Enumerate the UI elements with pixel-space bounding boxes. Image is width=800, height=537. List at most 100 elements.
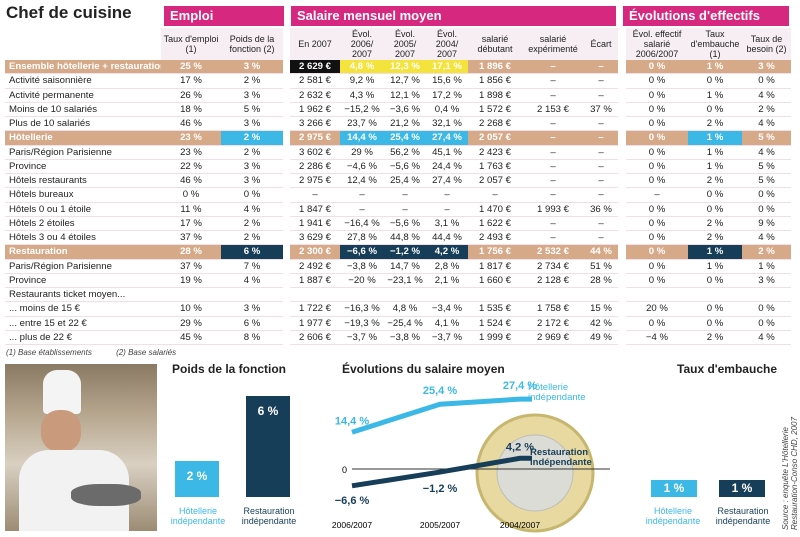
- table-row: Paris/Région Parisienne 37 % 7 % 2 492 € −3,…: [5, 259, 791, 274]
- pan-shape: [71, 484, 141, 506]
- table-cell: 0 %: [742, 73, 791, 89]
- table-cell: 0 %: [626, 216, 688, 232]
- table-cell: −5,6 %: [384, 216, 426, 232]
- table-row: Plus de 10 salariés 46 % 3 % 3 266 €23,7 % 2…: [5, 116, 791, 132]
- table-cell: 1 887 €: [290, 273, 340, 289]
- table-cell: 2 975 €: [290, 173, 340, 189]
- poids-title: Poids de la fonction: [172, 362, 287, 376]
- table-cell: 1 %: [688, 259, 742, 274]
- table-cell: 2 %: [688, 216, 742, 232]
- row-label: Moins de 10 salariés: [5, 102, 161, 118]
- table-cell: 17 %: [161, 216, 221, 232]
- table-cell: −25,4 %: [384, 316, 426, 331]
- data-table: Taux d'emploi (1) Poids de la fonction (2…: [5, 28, 791, 346]
- table-cell: 2 %: [221, 73, 283, 89]
- table-cell: 17,2 %: [426, 88, 468, 103]
- table-cell: −6,6 %: [340, 244, 384, 260]
- row-label: Hôtellerie: [5, 130, 161, 146]
- chef-face-shape: [41, 410, 81, 452]
- table-cell: 5 %: [742, 159, 791, 175]
- table-cell: –: [584, 187, 618, 203]
- row-label: Activité saisonnière: [5, 73, 161, 89]
- table-cell: 1 622 €: [468, 216, 522, 232]
- table-cell: 4 %: [742, 88, 791, 103]
- column-gap: [283, 60, 290, 74]
- table-cell: 0 %: [161, 187, 221, 203]
- salaire-chart-title: Évolutions du salaire moyen: [342, 362, 505, 376]
- column-gap: [283, 330, 290, 345]
- table-cell: [584, 287, 618, 303]
- table-cell: 2 493 €: [468, 230, 522, 246]
- table-cell: –: [584, 159, 618, 175]
- column-gap: [283, 216, 290, 231]
- table-cell: −15,2 %: [340, 102, 384, 118]
- table-cell: 17 %: [161, 73, 221, 89]
- column-gap: [283, 316, 290, 331]
- hotel-value-2004: 27,4 %: [503, 380, 537, 392]
- table-cell: −23,1 %: [384, 273, 426, 289]
- table-cell: 9 %: [742, 216, 791, 232]
- column-gap: [618, 273, 626, 288]
- table-cell: 3 %: [742, 273, 791, 289]
- column-gap: [618, 230, 626, 245]
- column-gap: [283, 116, 290, 131]
- column-gap: [618, 116, 626, 131]
- table-cell: 5 %: [221, 102, 283, 118]
- section-row: Restauration 28 % 6 % 2 300 € −6,6 % −1,2 % 4,…: [5, 244, 791, 260]
- column-header: salarié expérimenté: [522, 28, 584, 60]
- table-cell: –: [340, 202, 384, 217]
- column-gap: [618, 244, 626, 259]
- table-cell: 3 266 €: [290, 116, 340, 132]
- table-cell: 12,7 %: [384, 73, 426, 89]
- column-gap: [618, 28, 626, 60]
- row-label: Hôtels 3 ou 4 étoiles: [5, 230, 161, 246]
- column-gap: [283, 273, 290, 288]
- table-cell: [161, 287, 221, 303]
- x-label-2006: 2006/2007: [332, 520, 372, 530]
- column-gap: [283, 173, 290, 188]
- table-cell: 0 %: [688, 301, 742, 317]
- table-cell: 36 %: [584, 202, 618, 217]
- table-cell: 29 %: [161, 316, 221, 331]
- table-cell: 3 %: [221, 60, 283, 75]
- table-cell: 20 %: [626, 301, 688, 317]
- table-cell: 4 %: [221, 202, 283, 217]
- table-row: Hôtels 2 étoiles 17 % 2 % 1 941 € −16,4 % −5,…: [5, 216, 791, 232]
- table-cell: 2 492 €: [290, 259, 340, 274]
- table-cell: 4 %: [742, 230, 791, 246]
- table-cell: 0 %: [688, 102, 742, 118]
- column-header: salarié débutant: [468, 28, 522, 60]
- embauche-label-restauration: Restauration indépendante: [715, 506, 771, 526]
- table-cell: 0 %: [626, 244, 688, 260]
- table-cell: –: [584, 145, 618, 160]
- table-cell: 17,1 %: [426, 60, 468, 75]
- column-header: Taux d'embauche (1): [688, 28, 742, 60]
- table-cell: 29 %: [340, 145, 384, 160]
- column-gap: [618, 88, 626, 103]
- table-cell: 51 %: [584, 259, 618, 274]
- embauche-title: Taux d'embauche: [677, 362, 777, 376]
- table-cell: 1 %: [688, 244, 742, 260]
- column-gap: [283, 88, 290, 103]
- table-cell: 2 128 €: [522, 273, 584, 289]
- table-cell: –: [426, 202, 468, 217]
- table-cell: 1 %: [742, 259, 791, 274]
- footnote-1: (1) Base établissements: [6, 348, 92, 357]
- column-header: Évol. 2006/ 2007: [340, 28, 384, 60]
- table-cell: 3 %: [221, 159, 283, 175]
- table-cell: 45,1 %: [426, 145, 468, 160]
- table-row: Hôtels 3 ou 4 étoiles 37 % 2 % 3 629 €27,8 …: [5, 230, 791, 246]
- table-cell: 0 %: [626, 159, 688, 175]
- section-row: Ensemble hôtellerie + restauration 25 % 3 …: [5, 60, 791, 75]
- table-cell: [742, 287, 791, 303]
- table-cell: 2 153 €: [522, 102, 584, 118]
- table-cell: 1 %: [688, 60, 742, 75]
- table-cell: 25,4 %: [384, 173, 426, 189]
- table-cell: −5,6 %: [384, 159, 426, 175]
- hotel-series-label: Hôtellerie indépendante: [528, 382, 586, 403]
- table-cell: –: [522, 73, 584, 89]
- row-label: ... plus de 22 €: [5, 330, 161, 346]
- table-cell: 19 %: [161, 273, 221, 289]
- table-cell: −4,6 %: [340, 159, 384, 175]
- table-cell: −1,2 %: [384, 244, 426, 260]
